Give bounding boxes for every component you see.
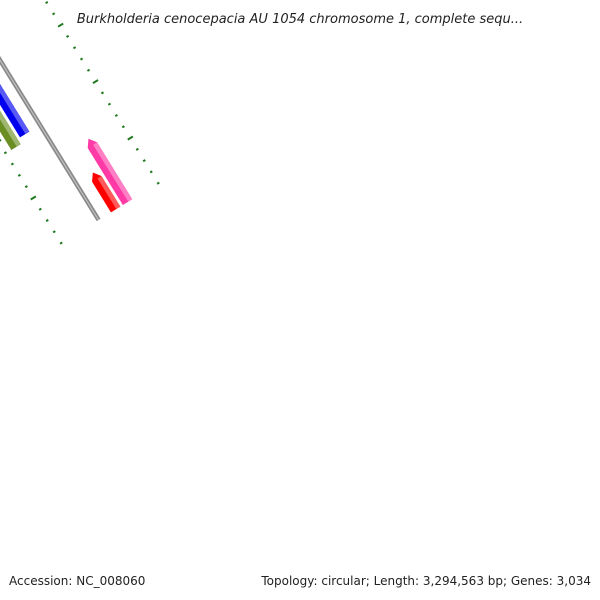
feature-track [0, 61, 133, 213]
outer-tick-track [45, 1, 160, 185]
outer-tick-mark [121, 125, 125, 129]
inner-tick-mark [3, 151, 8, 155]
red-cds-1[interactable] [92, 172, 121, 213]
outer-tick-mark [57, 22, 64, 28]
red-cds-1-highlight [97, 175, 121, 210]
pink-feature-highlight [93, 142, 133, 202]
inner-tick-mark [0, 139, 2, 142]
accession-text: Accession: NC_008060 [9, 574, 146, 588]
outer-tick-mark [149, 170, 153, 174]
inner-tick-mark [59, 241, 63, 245]
inner-tick-track [0, 139, 63, 245]
outer-tick-mark [72, 46, 77, 50]
olive-gene-1-highlight [0, 110, 21, 147]
outer-tick-mark [45, 1, 49, 5]
outer-tick-mark [86, 68, 91, 72]
outer-tick-mark [66, 34, 70, 38]
inner-tick-mark [38, 207, 42, 211]
outer-tick-mark [127, 135, 134, 141]
outer-tick-mark [52, 12, 56, 16]
olive-gene-1[interactable] [0, 65, 21, 150]
inner-tick-mark [52, 230, 56, 234]
backbone-highlight [0, 59, 100, 221]
blue-feature[interactable] [0, 61, 30, 138]
inner-tick-mark [45, 218, 49, 223]
outer-tick-mark [114, 113, 118, 117]
inner-tick-mark [17, 173, 21, 177]
inner-tick-mark [10, 162, 14, 166]
outer-tick-mark [107, 102, 111, 106]
outer-tick-mark [100, 91, 105, 95]
backbone-track [0, 55, 101, 222]
pink-feature[interactable] [87, 138, 133, 206]
inner-tick-mark [24, 185, 28, 189]
outer-tick-mark [142, 159, 146, 163]
outer-tick-mark [135, 147, 139, 151]
inner-tick-mark [30, 195, 37, 201]
blue-feature-highlight [0, 83, 30, 135]
outer-tick-mark [92, 79, 99, 85]
outer-tick-mark [79, 57, 84, 61]
outer-tick-mark [156, 181, 160, 185]
map-title: Burkholderia cenocepacia AU 1054 chromos… [77, 12, 523, 27]
sequence-summary: Topology: circular; Length: 3,294,563 bp… [261, 574, 591, 588]
